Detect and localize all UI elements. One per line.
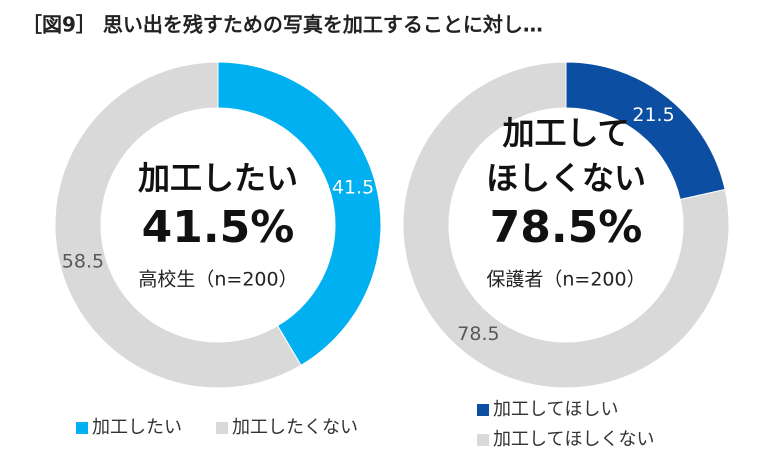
legend-label: 加工してほしい: [493, 399, 618, 420]
center-value: 78.5%: [490, 202, 643, 253]
legend-swatch: [477, 404, 489, 416]
legend-label: 加工したい: [92, 417, 182, 438]
center-label: ほしくない: [486, 159, 646, 197]
data-label: 58.5: [62, 250, 104, 272]
legend-swatch: [216, 422, 228, 434]
donut-slice: [402, 61, 730, 389]
data-label: 41.5: [332, 177, 374, 199]
data-label: 78.5: [457, 323, 499, 345]
legend-label: 加工したくない: [232, 417, 358, 438]
chart-title: ［図9］ 思い出を残すための写真を加工することに対し…: [22, 13, 543, 37]
data-label: 21.5: [632, 104, 674, 126]
legend-label: 加工してほしくない: [493, 429, 654, 450]
legend-swatch: [76, 422, 88, 434]
center-value: 41.5%: [142, 202, 295, 253]
donut-slice: [217, 61, 382, 366]
center-label: 加工したい: [138, 159, 298, 197]
center-note: 保護者（n=200）: [486, 269, 645, 291]
center-note: 高校生（n=200）: [138, 269, 297, 291]
donut-slice: [54, 61, 302, 389]
legend-swatch: [477, 434, 489, 446]
center-label: 加工して: [502, 114, 629, 152]
